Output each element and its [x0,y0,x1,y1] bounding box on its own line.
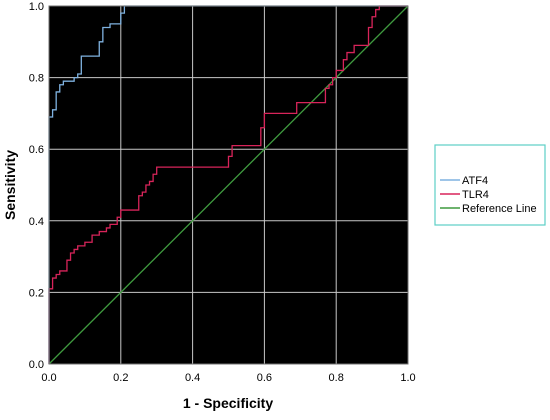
series-line-atf4 [48,5,408,364]
legend-label: ATF4 [462,175,488,187]
series-lines [48,5,409,365]
y-tick-label: 0.0 [29,359,44,371]
x-tick-label: 0.8 [329,372,344,384]
legend-label: TLR4 [462,189,489,201]
x-tick-label: 0.0 [41,372,56,384]
legend-box [434,144,546,226]
y-tick-labels: 0.0 0.2 0.4 0.6 0.8 1.0 [29,1,44,371]
y-tick-label: 0.8 [29,73,44,85]
x-tick-label: 1.0 [400,372,415,384]
y-axis-label: Sensitivity [2,150,18,220]
y-tick-label: 0.6 [29,144,44,156]
y-tick-label: 0.2 [29,287,44,299]
grid-lines [49,6,408,364]
x-axis-label: 1 - Specificity [183,395,273,411]
x-tick-label: 0.6 [257,372,272,384]
x-tick-label: 0.4 [185,372,200,384]
x-tick-label: 0.2 [113,372,128,384]
series-line-reference-line [48,5,409,365]
legend-label: Reference Line [462,203,537,215]
x-tick-labels: 0.0 0.2 0.4 0.6 0.8 1.0 [41,372,415,384]
y-tick-label: 1.0 [29,1,44,13]
legend-items: ATF4 TLR4 Reference Line [440,175,537,215]
legend: ATF4 TLR4 Reference Line [434,144,546,226]
series-line-tlr4 [48,5,408,364]
y-tick-label: 0.4 [29,216,44,228]
plot-frame [48,5,409,365]
